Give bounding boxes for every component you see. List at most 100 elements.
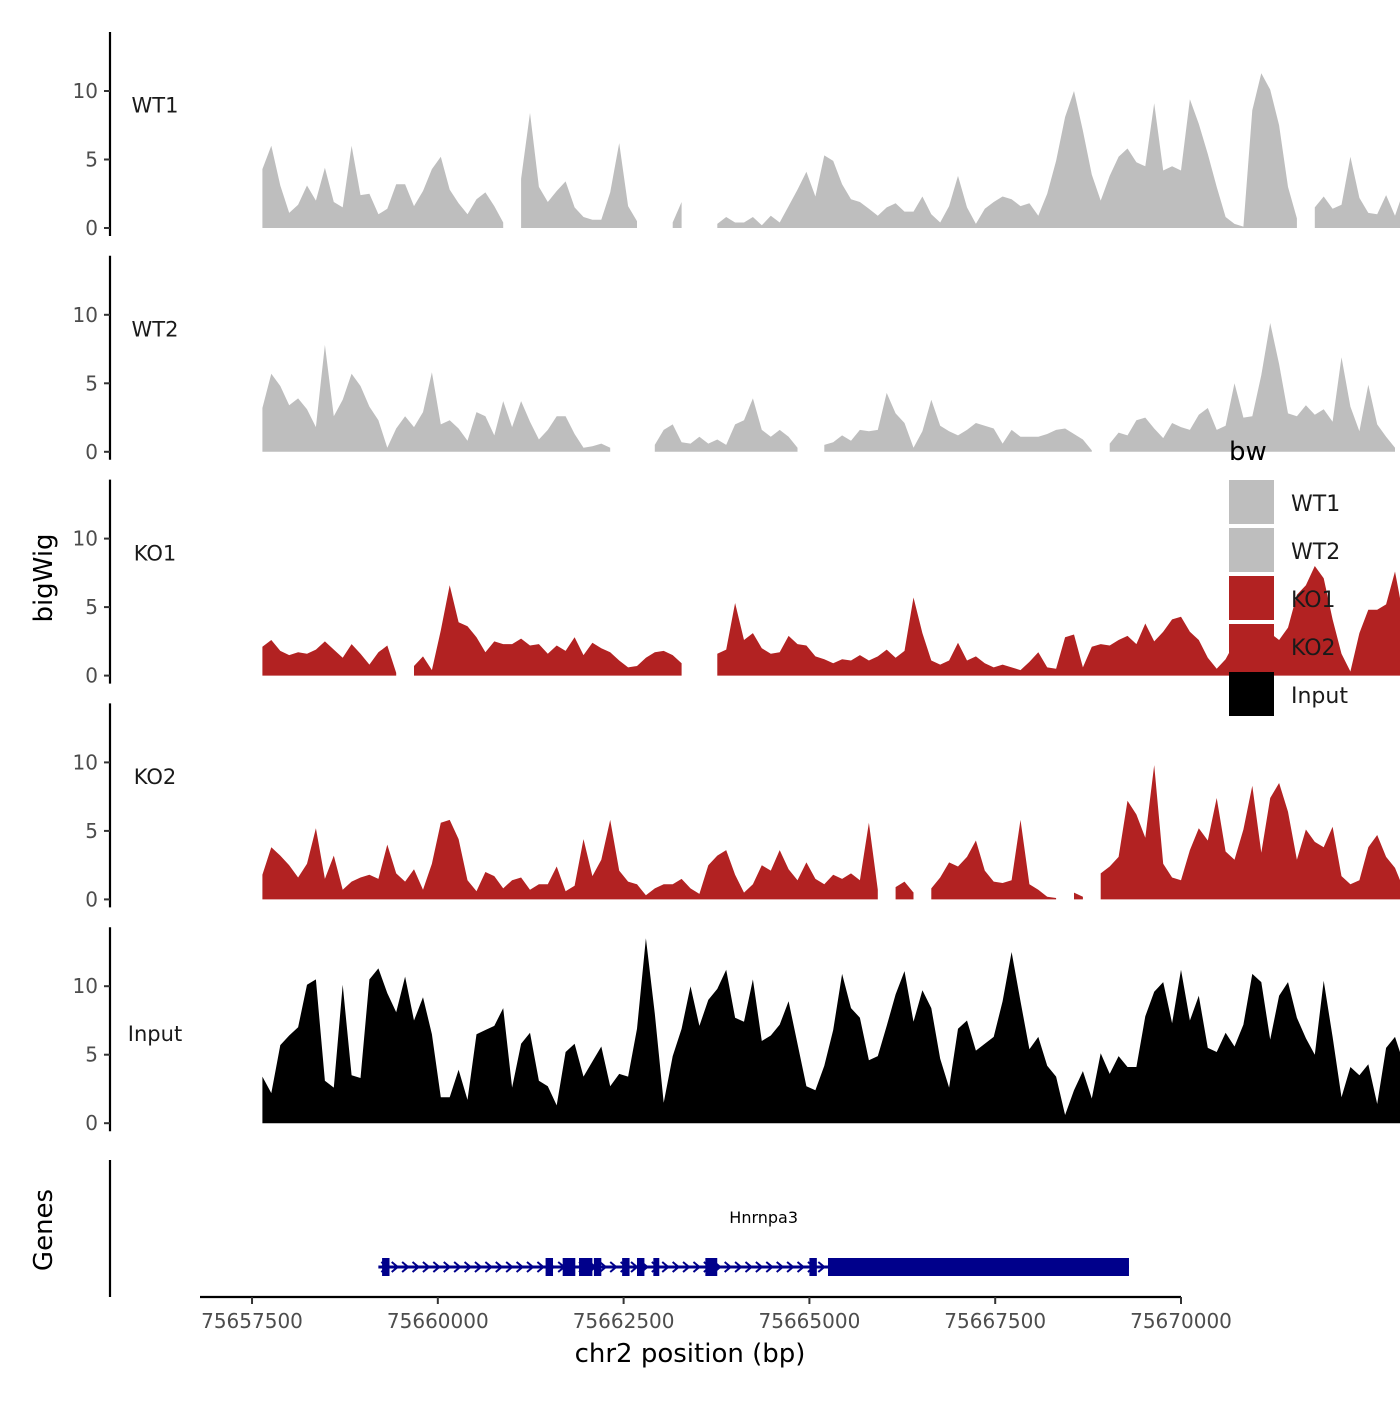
- strand-arrow: [682, 1261, 691, 1273]
- legend-swatch: [1229, 672, 1274, 716]
- track-ko2: 0 5 10 KO2: [73, 703, 1400, 911]
- y-tick-label: 10: [73, 79, 98, 103]
- track-wt2: 0 5 10 WT2: [73, 255, 1395, 464]
- coverage-area-ko2: [1100, 765, 1400, 900]
- x-tick-label: 75665000: [759, 1309, 861, 1333]
- exon-block: [636, 1258, 645, 1276]
- strand-arrow: [744, 1261, 754, 1273]
- track-label: Input: [128, 1022, 182, 1046]
- coverage-area-wt1: [672, 202, 682, 228]
- coverage-area-wt1: [717, 73, 1297, 228]
- strand-arrow: [755, 1261, 764, 1273]
- y-tick-label: 0: [85, 1111, 98, 1135]
- y-tick-label: 5: [85, 819, 98, 843]
- track-ko1: 0 5 10 KO1: [73, 479, 1400, 688]
- strand-arrow: [515, 1261, 525, 1273]
- legend-label: Input: [1291, 684, 1348, 709]
- strand-arrow: [599, 1261, 608, 1273]
- coverage-area-ko1: [717, 566, 1400, 676]
- x-tick-label: 75657500: [201, 1309, 303, 1333]
- x-tick-label: 75670000: [1130, 1309, 1232, 1333]
- legend-swatch: [1229, 576, 1274, 620]
- gene-panel: Hnrnpa3: [108, 1160, 1129, 1297]
- exon-block: [827, 1258, 1129, 1276]
- exon-block: [653, 1258, 660, 1276]
- strand-arrow: [411, 1261, 421, 1273]
- y-tick-label: 5: [85, 148, 98, 172]
- coverage-area-ko1: [414, 585, 682, 676]
- track-wt1: 0 5 10 WT1: [73, 32, 1400, 240]
- coverage-area-ko1: [262, 640, 397, 676]
- coverage-area-ko2: [262, 819, 878, 900]
- y-tick-label: 5: [85, 1043, 98, 1067]
- exon-block: [622, 1258, 630, 1276]
- coverage-area-wt2: [262, 344, 611, 452]
- coverage-area-wt2: [824, 392, 1092, 452]
- strand-arrow: [495, 1261, 504, 1273]
- exon-block: [562, 1258, 576, 1276]
- exon-block: [382, 1258, 390, 1276]
- strand-arrow: [734, 1261, 743, 1273]
- y-tick-label: 5: [85, 371, 98, 395]
- legend-item-input: Input: [1229, 672, 1348, 716]
- y-axis-title: bigWig: [29, 533, 59, 622]
- strand-arrow: [536, 1261, 545, 1273]
- y-tick-label: 5: [85, 595, 98, 619]
- strand-arrow: [609, 1261, 618, 1273]
- y-tick-label: 10: [73, 303, 98, 327]
- strand-arrow: [776, 1261, 785, 1273]
- legend-label: WT1: [1291, 492, 1340, 517]
- strand-arrow: [432, 1261, 441, 1273]
- coverage-area-ko2: [895, 881, 914, 900]
- coverage-area-wt1: [1314, 156, 1400, 228]
- strand-arrow: [765, 1261, 774, 1273]
- legend-item-ko2: KO2: [1229, 624, 1336, 668]
- y-tick-label: 0: [85, 664, 98, 688]
- coverage-area-wt1: [521, 112, 637, 228]
- track-label: KO1: [134, 541, 177, 565]
- gene-hnrnpa3: Hnrnpa3: [378, 1208, 1129, 1276]
- legend-label: KO1: [1291, 588, 1336, 613]
- strand-arrow: [786, 1261, 795, 1273]
- coverage-area-input: [262, 938, 1400, 1124]
- track-label: WT1: [132, 94, 179, 118]
- strand-arrow: [391, 1261, 400, 1273]
- legend-swatch: [1229, 480, 1274, 524]
- legend: bw WT1 WT2 KO1 KO2 Input: [1229, 437, 1348, 716]
- y-tick-label: 10: [73, 527, 98, 551]
- strand-arrow: [796, 1261, 806, 1273]
- exon-block: [593, 1258, 602, 1276]
- legend-item-ko1: KO1: [1229, 576, 1336, 620]
- coverage-area-wt2: [654, 398, 798, 452]
- legend-swatch: [1229, 624, 1274, 668]
- exon-block: [705, 1258, 718, 1276]
- gene-name-label: Hnrnpa3: [729, 1208, 798, 1227]
- strand-arrow: [422, 1261, 431, 1273]
- coverage-area-ko2: [931, 819, 1057, 900]
- strand-arrow: [443, 1261, 452, 1273]
- track-input: 0 5 10 Input: [73, 927, 1400, 1135]
- strand-arrow: [401, 1261, 410, 1273]
- strand-arrow: [692, 1261, 702, 1273]
- strand-arrow: [484, 1261, 493, 1273]
- x-tick-label: 75662500: [573, 1309, 675, 1333]
- y-tick-label: 10: [73, 974, 98, 998]
- y-tick-label: 10: [73, 750, 98, 774]
- coverage-area-ko2: [1074, 892, 1083, 900]
- strand-arrow: [505, 1261, 514, 1273]
- legend-item-wt2: WT2: [1229, 528, 1340, 572]
- legend-label: KO2: [1291, 636, 1336, 661]
- strand-arrow: [671, 1261, 681, 1273]
- legend-item-wt1: WT1: [1229, 480, 1340, 524]
- legend-swatch: [1229, 528, 1274, 572]
- bigwig-tracks: 0 5 10 WT1 0 5 10 WT2 0 5 10 KO1 0 5 10 KO2 0 5 10 Input: [73, 32, 1400, 1135]
- strand-arrow: [453, 1261, 462, 1273]
- y-tick-label: 0: [85, 216, 98, 240]
- coverage-area-wt2: [1109, 323, 1395, 452]
- exon-block: [545, 1258, 554, 1276]
- track-label: WT2: [132, 318, 179, 342]
- strand-arrow: [474, 1261, 483, 1273]
- y-tick-label: 0: [85, 440, 98, 464]
